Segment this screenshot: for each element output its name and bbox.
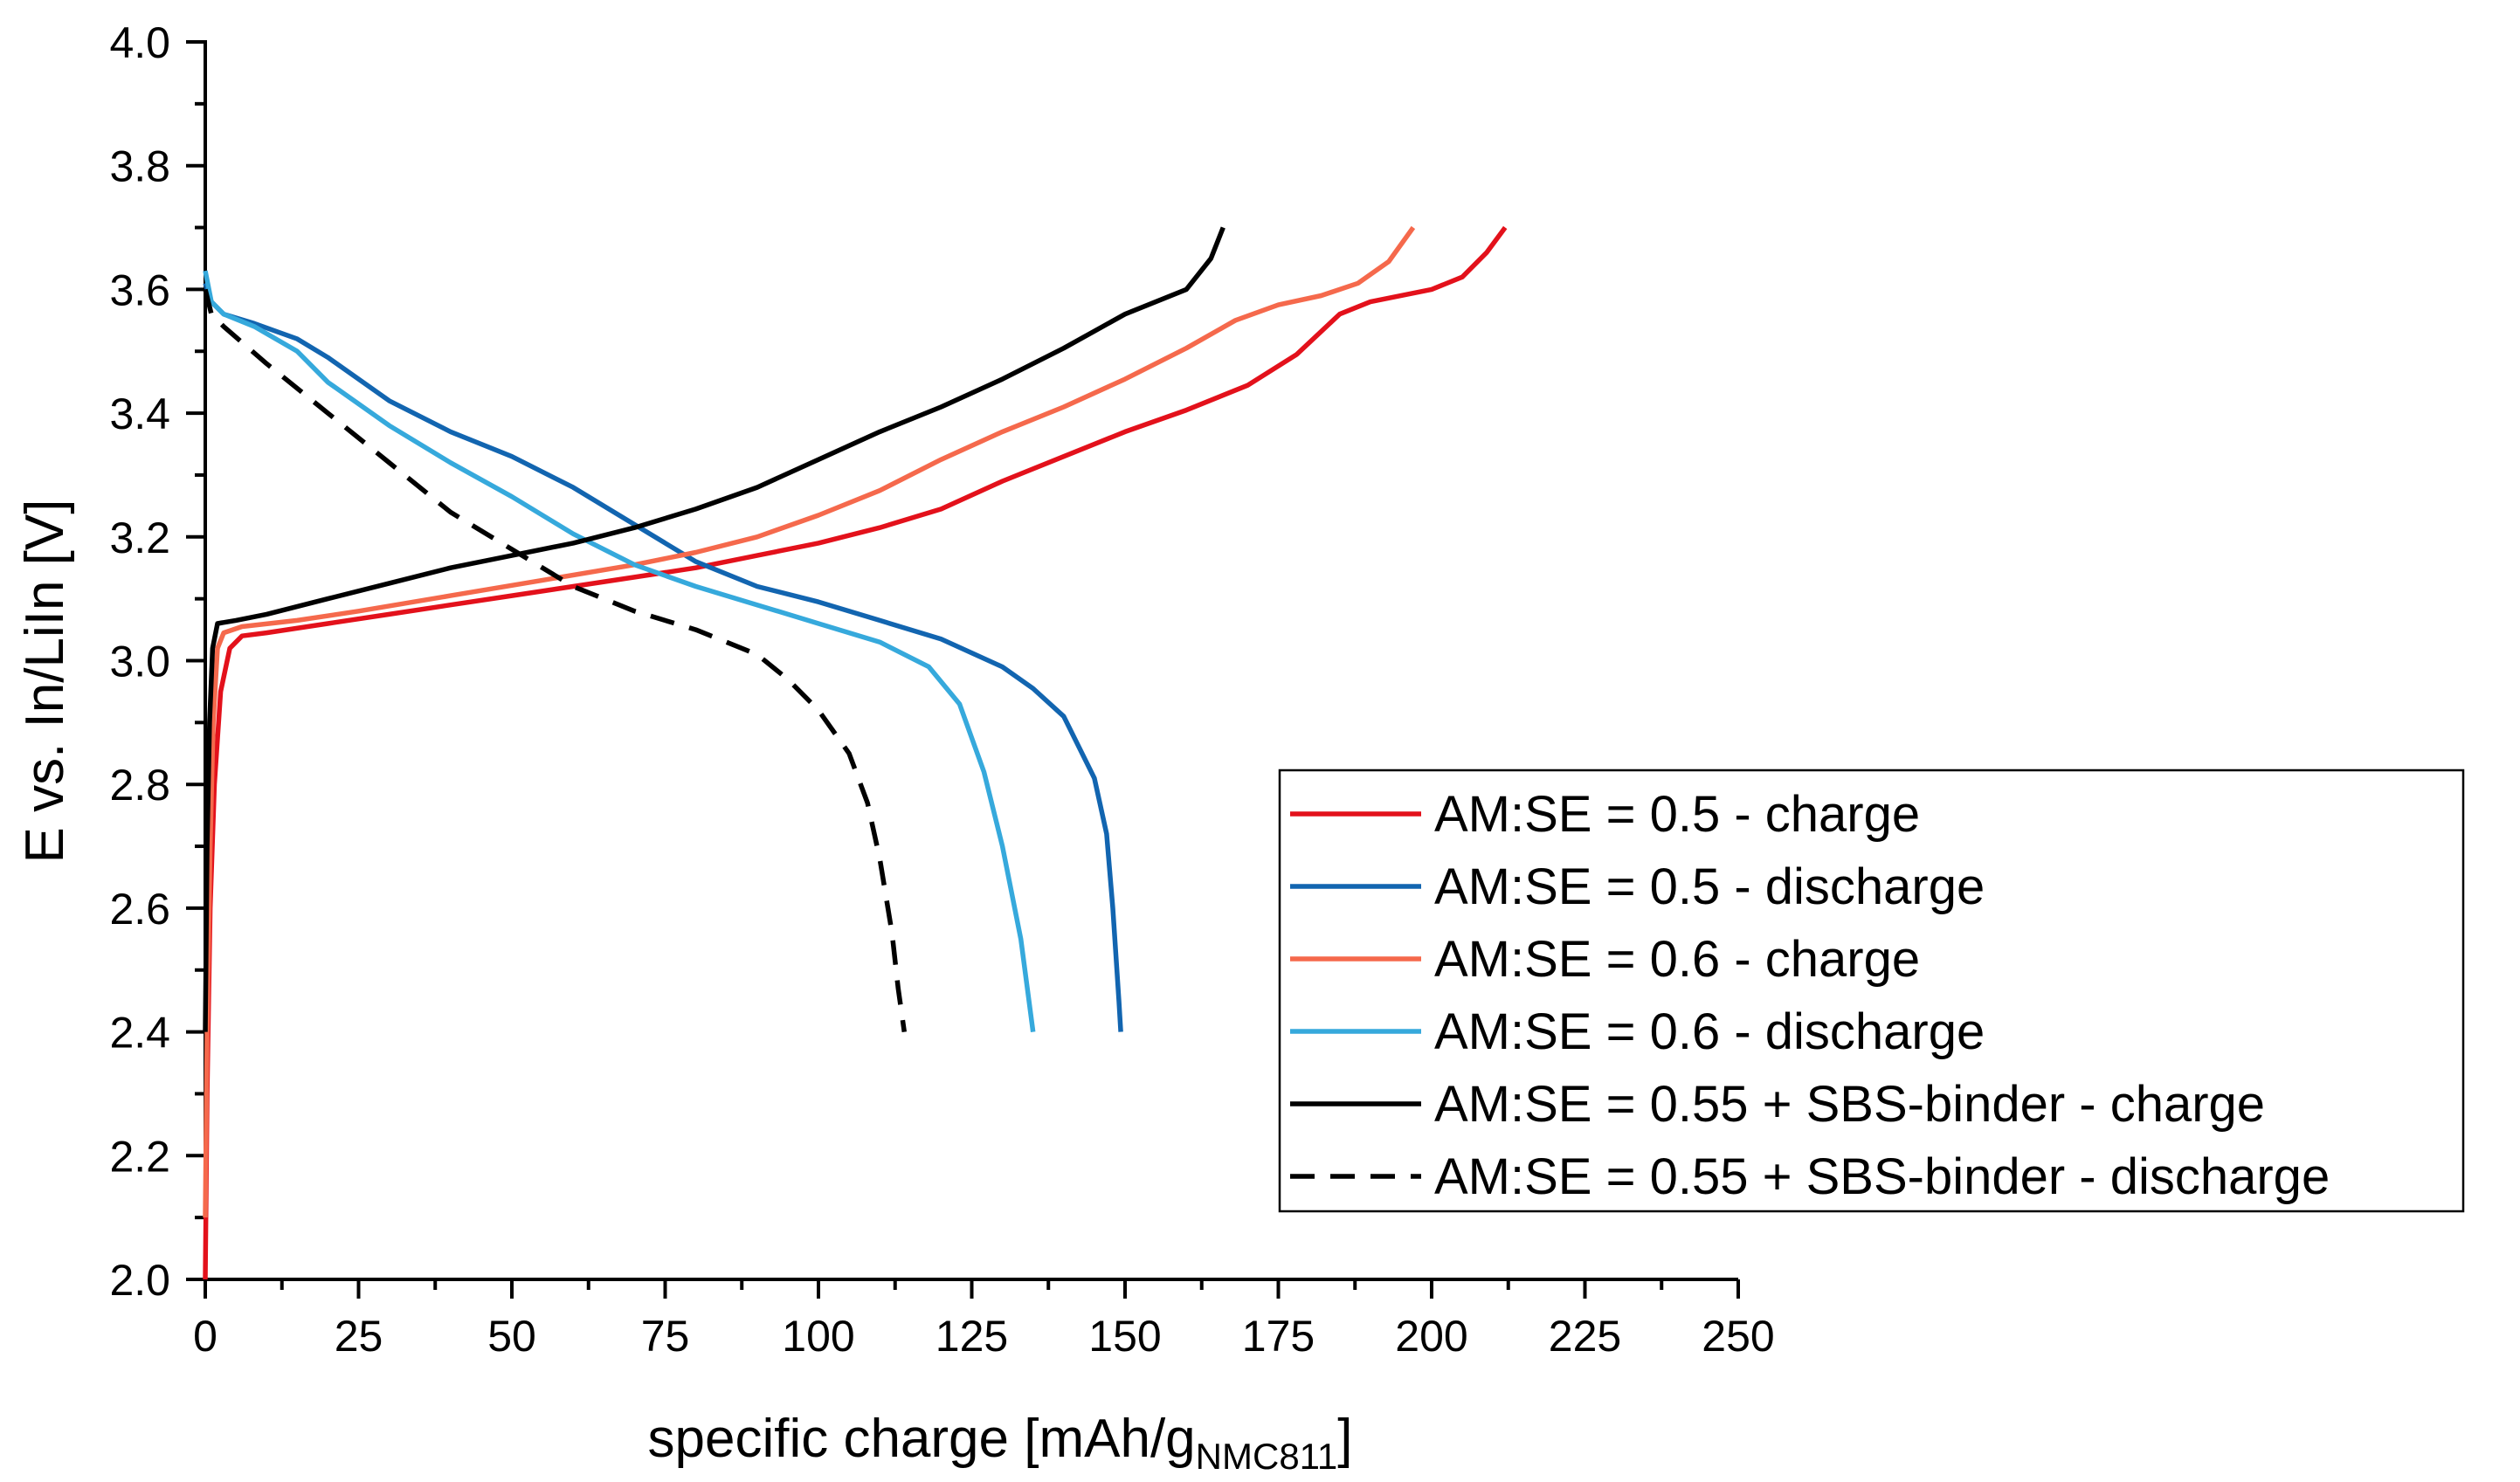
x-tick-label: 0 <box>193 1312 217 1361</box>
legend-label-1: AM:SE = 0.5 - charge <box>1434 786 1920 843</box>
series-line-6 <box>203 288 908 1032</box>
y-tick-label: 4.0 <box>109 18 170 67</box>
x-tick-label: 225 <box>1549 1312 1621 1361</box>
series-line-1 <box>203 225 1508 1280</box>
x-tick-label: 25 <box>335 1312 383 1361</box>
legend-label-5: AM:SE = 0.55 + SBS-binder - charge <box>1434 1076 2265 1133</box>
x-tick-label: 250 <box>1702 1312 1774 1361</box>
x-tick-label: 100 <box>782 1312 854 1361</box>
y-tick-label: 2.0 <box>109 1256 170 1305</box>
series-line-2 <box>203 282 1123 1032</box>
y-tick-label: 3.8 <box>109 142 170 191</box>
legend: AM:SE = 0.5 - charge AM:SE = 0.5 - discha… <box>1278 769 2465 1213</box>
x-axis-title-suffix: ] <box>1337 1409 1352 1469</box>
x-tick-label: 175 <box>1242 1312 1315 1361</box>
x-tick-label: 125 <box>936 1312 1008 1361</box>
axes: 0 25 50 75 100 125 150 175 200 225 250 2.0 2.2 2.4 2.6… <box>109 18 1774 1361</box>
x-axis-title: specific charge [mAh/gNMC811] <box>647 1409 1352 1477</box>
y-tick-label: 2.6 <box>109 885 170 934</box>
legend-label-6: AM:SE = 0.55 + SBS-binder - discharge <box>1434 1148 2330 1205</box>
x-tick-label: 50 <box>487 1312 536 1361</box>
y-tick-label: 2.2 <box>109 1132 170 1181</box>
series-line-3 <box>203 225 1416 1218</box>
series-line-5 <box>203 226 1225 1032</box>
legend-label-2: AM:SE = 0.5 - discharge <box>1434 858 1985 915</box>
y-tick-label: 3.0 <box>109 638 170 686</box>
y-tick-label: 2.8 <box>109 761 170 810</box>
x-axis-title-subscript: NMC811 <box>1196 1436 1338 1477</box>
x-tick-label: 75 <box>641 1312 690 1361</box>
legend-box <box>1278 769 2465 1213</box>
series-line-4 <box>203 270 1036 1032</box>
x-tick-label: 150 <box>1088 1312 1161 1361</box>
y-axis-title: E vs. In/LiIn [V] <box>15 500 75 864</box>
legend-label-3: AM:SE = 0.6 - charge <box>1434 931 1920 988</box>
legend-label-4: AM:SE = 0.6 - discharge <box>1434 1003 1985 1060</box>
x-axis-title-main: specific charge [mAh/g <box>647 1409 1195 1469</box>
y-tick-label: 2.4 <box>109 1009 170 1058</box>
plot-series <box>203 225 1508 1280</box>
y-tick-label: 3.6 <box>109 265 170 314</box>
y-tick-label: 3.4 <box>109 389 170 438</box>
x-tick-label: 200 <box>1395 1312 1467 1361</box>
y-tick-label: 3.2 <box>109 514 170 562</box>
